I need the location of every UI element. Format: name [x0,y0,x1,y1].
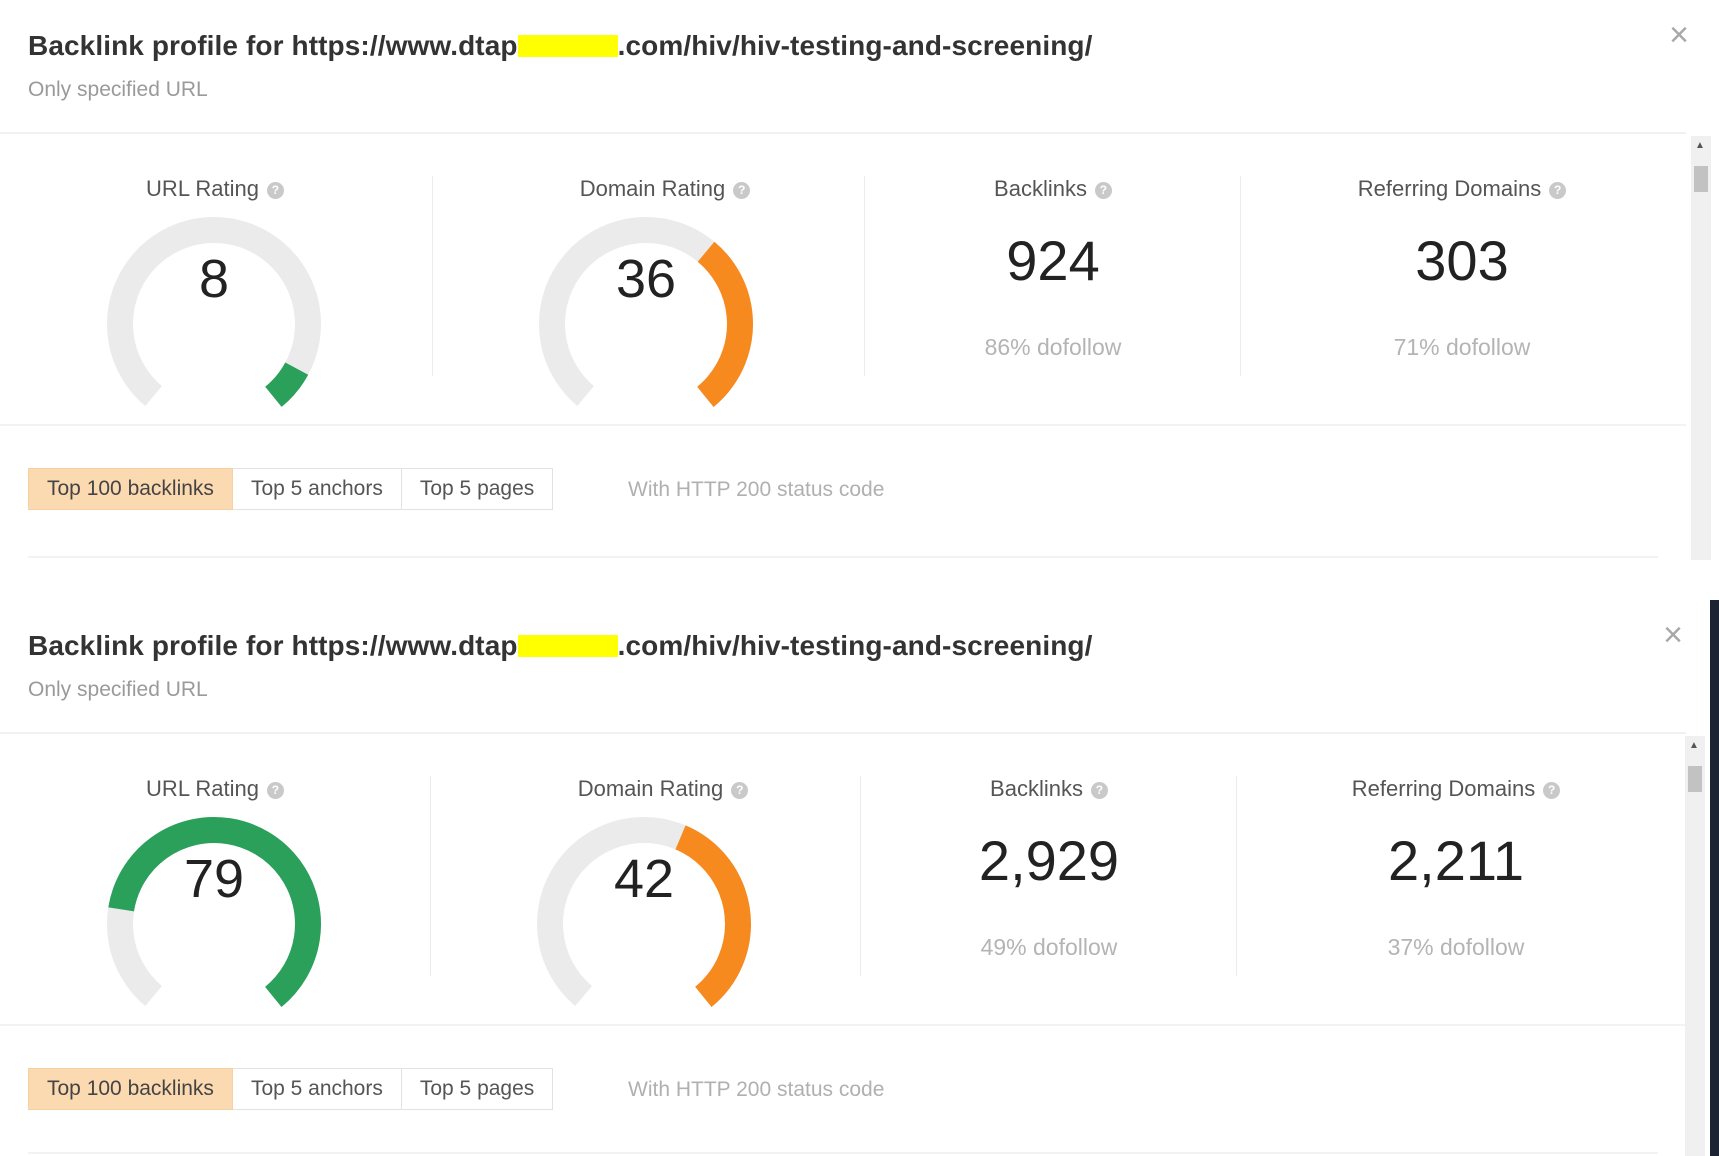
redaction-mark [517,635,618,657]
url-rating-value: 79 [183,849,245,909]
backlinks-dofollow: 49% dofollow [980,934,1118,960]
domain-rating-gauge: 42 [534,814,774,1054]
http-status-filter[interactable]: With HTTP 200 status code [628,478,885,501]
metrics-row: URL Rating? 8 Domain Rating? 36 [0,134,1686,431]
tab-bar: Top 100 backlinks Top 5 anchors Top 5 pa… [28,468,554,510]
divider [430,776,431,976]
help-icon[interactable]: ? [1543,782,1561,799]
tab-top-100-backlinks[interactable]: Top 100 backlinks [28,468,233,510]
url-rating-gauge: 8 [104,214,344,454]
panel-subtitle: Only specified URL [28,78,208,101]
backlinks-count: 2,929 [978,829,1120,892]
url-rating-label: URL Rating [146,776,259,801]
domain-rating-label: Domain Rating [577,776,724,801]
metrics-row: URL Rating? 79 Domain Rating? 42 [0,734,1686,1031]
url-rating-label: URL Rating [146,176,259,201]
scrollbar[interactable]: ▲ [1691,136,1711,560]
referring-domains-metric: Referring Domains? 303 71% dofollow [1242,134,1682,426]
divider [1240,176,1241,376]
tab-top-5-anchors[interactable]: Top 5 anchors [232,1068,402,1110]
help-icon[interactable]: ? [1549,182,1567,199]
tab-top-5-pages[interactable]: Top 5 pages [401,1068,554,1110]
url-rating-gauge: 79 [104,814,344,1054]
scroll-up-icon[interactable]: ▲ [1695,140,1705,151]
divider [0,732,1686,734]
domain-rating-label: Domain Rating [579,176,726,201]
help-icon[interactable]: ? [1094,182,1112,199]
gauge-track [107,817,321,1031]
url-rating-metric: URL Rating? 79 [0,734,430,1031]
tab-bar: Top 100 backlinks Top 5 anchors Top 5 pa… [28,1068,554,1110]
panel-title: Backlink profile for https://www.dtap .co… [28,30,1093,61]
close-icon[interactable]: × [1669,16,1689,54]
backlinks-label: Backlinks [990,776,1083,801]
domain-rating-metric: Domain Rating? 36 [434,134,864,431]
redaction-mark [517,35,618,57]
panel-gap [0,560,1719,600]
scroll-thumb[interactable] [1694,166,1708,192]
divider [864,176,865,376]
panel-subtitle: Only specified URL [28,678,208,701]
backlinks-dofollow: 86% dofollow [984,334,1122,360]
window-edge [1710,600,1719,1156]
referring-domains-count: 303 [1415,229,1509,292]
gauge-fill [107,817,321,1031]
tab-top-5-anchors[interactable]: Top 5 anchors [232,468,402,510]
tab-top-5-pages[interactable]: Top 5 pages [401,468,554,510]
referring-domains-label: Referring Domains [1351,776,1536,801]
backlinks-metric: Backlinks? 924 86% dofollow [866,134,1240,426]
help-icon[interactable]: ? [1090,782,1108,799]
backlinks-count: 924 [1006,229,1100,292]
http-status-filter[interactable]: With HTTP 200 status code [628,1078,885,1101]
gauge-track [107,217,321,431]
gauge-fill [107,217,321,431]
gauge-fill [539,217,753,431]
divider [0,132,1686,134]
panel-title: Backlink profile for https://www.dtap .co… [28,630,1093,661]
gauge-fill [537,817,751,1031]
divider [28,1152,1658,1154]
divider [1236,776,1237,976]
divider [860,776,861,976]
url-rating-metric: URL Rating? 8 [0,134,430,431]
close-icon[interactable]: × [1663,616,1683,654]
referring-domains-metric: Referring Domains? 2,211 37% dofollow [1238,734,1674,1026]
backlinks-metric: Backlinks? 2,929 49% dofollow [862,734,1236,1026]
gauge-track [539,217,753,431]
referring-domains-dofollow: 37% dofollow [1387,934,1525,960]
help-icon[interactable]: ? [266,182,284,199]
tab-top-100-backlinks[interactable]: Top 100 backlinks [28,1068,233,1110]
help-icon[interactable]: ? [266,782,284,799]
scroll-thumb[interactable] [1688,766,1702,792]
referring-domains-count: 2,211 [1388,829,1524,892]
gauge-track [537,817,751,1031]
backlink-profile-panel: Backlink profile for https://www.dtap .co… [0,0,1719,560]
divider [432,176,433,376]
divider [0,1024,1686,1026]
domain-rating-value: 36 [615,249,677,309]
domain-rating-gauge: 36 [536,214,776,454]
scrollbar[interactable]: ▲ [1685,736,1705,1156]
referring-domains-label: Referring Domains [1357,176,1542,201]
url-rating-value: 8 [198,249,230,309]
domain-rating-value: 42 [613,849,675,909]
divider [0,424,1686,426]
referring-domains-dofollow: 71% dofollow [1393,334,1531,360]
backlink-profile-panel: Backlink profile for https://www.dtap .co… [0,600,1719,1156]
backlinks-label: Backlinks [994,176,1087,201]
divider [28,556,1658,558]
scroll-up-icon[interactable]: ▲ [1689,740,1699,751]
help-icon[interactable]: ? [731,782,749,799]
help-icon[interactable]: ? [733,182,751,199]
domain-rating-metric: Domain Rating? 42 [432,734,862,1031]
